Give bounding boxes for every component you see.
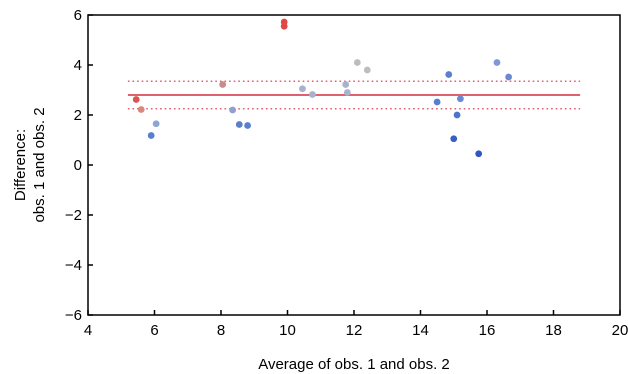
data-point bbox=[309, 91, 316, 98]
plot-frame bbox=[87, 14, 621, 316]
data-point bbox=[433, 98, 441, 106]
data-point bbox=[244, 122, 252, 129]
x-tick-label: 8 bbox=[217, 322, 225, 339]
data-point bbox=[147, 132, 155, 139]
x-tick-label: 6 bbox=[150, 322, 158, 339]
x-tick-label: 14 bbox=[412, 322, 429, 339]
data-point bbox=[457, 95, 464, 103]
y-tick-label: 2 bbox=[74, 107, 82, 124]
x-tick-label: 20 bbox=[612, 322, 628, 339]
data-point bbox=[229, 106, 237, 114]
y-tick-label: −4 bbox=[65, 257, 82, 274]
y-axis-label-line-2: obs. 1 and obs. 2 bbox=[31, 107, 48, 222]
x-axis-label: Average of obs. 1 and obs. 2 bbox=[258, 356, 450, 373]
data-point bbox=[342, 81, 350, 88]
data-point bbox=[505, 73, 513, 81]
data-point bbox=[235, 121, 243, 128]
data-point bbox=[132, 96, 140, 103]
reference-lines bbox=[127, 80, 581, 110]
x-tick-label: 18 bbox=[545, 322, 562, 339]
data-point bbox=[453, 111, 461, 119]
y-tick-label: 6 bbox=[74, 7, 82, 24]
x-tick-label: 4 bbox=[84, 322, 92, 339]
x-tick-label: 12 bbox=[346, 322, 363, 339]
data-points bbox=[132, 18, 513, 158]
data-point bbox=[299, 85, 306, 93]
data-point bbox=[353, 59, 361, 66]
y-tick-label: −6 bbox=[65, 307, 82, 324]
y-tick-label: −2 bbox=[65, 207, 82, 224]
y-tick-label: 4 bbox=[74, 57, 82, 74]
data-point bbox=[219, 81, 227, 88]
data-point bbox=[137, 106, 145, 113]
y-tick-label: 0 bbox=[74, 157, 82, 174]
data-point bbox=[493, 59, 501, 66]
data-point bbox=[280, 22, 288, 30]
y-axis-label-line-1: Difference: bbox=[12, 129, 29, 201]
data-point bbox=[343, 89, 351, 96]
data-point bbox=[152, 120, 160, 128]
x-tick-label: 10 bbox=[279, 322, 296, 339]
data-point bbox=[445, 71, 453, 78]
x-tick-label: 16 bbox=[479, 322, 496, 339]
data-point bbox=[475, 150, 483, 158]
data-point bbox=[450, 135, 458, 143]
data-point bbox=[363, 66, 371, 74]
